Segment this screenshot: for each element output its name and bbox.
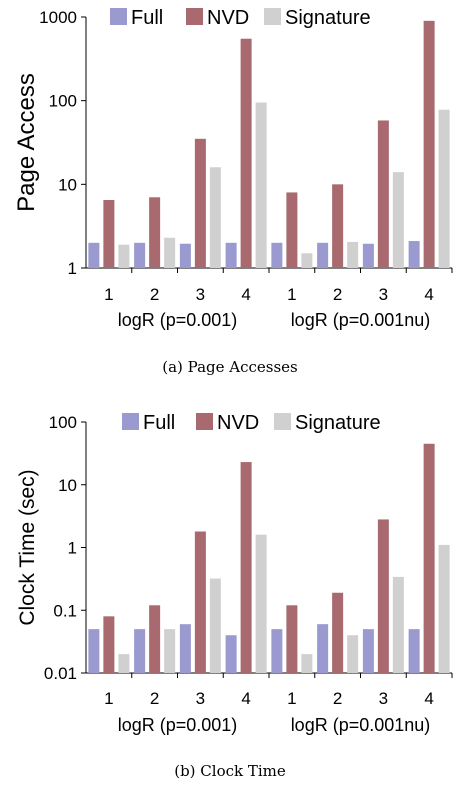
bar-signature-6 <box>347 241 359 268</box>
bar-nvd-6 <box>332 184 344 268</box>
x-tick-label: 1 <box>287 285 296 304</box>
bar-full-4 <box>225 635 237 673</box>
y-axis-label: Page Access <box>13 73 40 212</box>
legend-label-nvd: NVD <box>217 412 259 434</box>
bar-signature-5 <box>301 253 313 268</box>
legend-label-nvd: NVD <box>207 7 249 29</box>
y-tick-label: 10 <box>58 476 77 495</box>
bar-full-6 <box>317 624 329 673</box>
y-tick-label: 1 <box>68 539 77 558</box>
x-tick-label: 3 <box>379 285 388 304</box>
x-tick-label: 4 <box>424 285 433 304</box>
x-tick-label: 1 <box>104 285 113 304</box>
figure-caption: (b) Clock Time <box>174 762 286 780</box>
bar-signature-7 <box>392 576 404 673</box>
bar-nvd-7 <box>377 120 389 268</box>
figure-caption: (a) Page Accesses <box>162 358 298 376</box>
bar-full-2 <box>134 629 146 673</box>
x-tick-label: 3 <box>196 689 205 708</box>
bar-nvd-3 <box>194 531 206 673</box>
bar-full-6 <box>317 242 329 268</box>
legend-swatch-full <box>110 8 127 25</box>
x-tick-label: 4 <box>424 689 433 708</box>
x-tick-label: 2 <box>150 285 159 304</box>
bar-full-5 <box>271 242 283 268</box>
x-group-label: logR (p=0.001) <box>118 715 238 735</box>
bar-signature-1 <box>118 654 130 673</box>
y-tick-label: 0.01 <box>44 664 77 683</box>
x-tick-label: 2 <box>333 285 342 304</box>
bar-full-1 <box>88 629 100 673</box>
y-tick-label: 100 <box>49 92 77 111</box>
bar-nvd-2 <box>149 197 161 268</box>
bar-nvd-4 <box>240 38 252 268</box>
bar-signature-7 <box>392 172 404 268</box>
legend-label-full: Full <box>131 7 163 29</box>
x-tick-label: 2 <box>150 689 159 708</box>
bar-signature-2 <box>164 629 176 673</box>
bar-nvd-5 <box>286 192 298 268</box>
x-tick-label: 1 <box>287 689 296 708</box>
bar-signature-8 <box>438 544 450 673</box>
bar-full-8 <box>408 241 420 268</box>
bar-signature-2 <box>164 237 176 268</box>
bar-nvd-2 <box>149 605 161 673</box>
x-tick-label: 4 <box>241 285 250 304</box>
bar-nvd-1 <box>103 616 115 673</box>
legend-label-signature: Signature <box>285 7 371 29</box>
x-tick-label: 3 <box>379 689 388 708</box>
y-tick-label: 100 <box>49 413 77 432</box>
bar-nvd-6 <box>332 592 344 673</box>
legend-label-full: Full <box>143 412 175 434</box>
x-tick-label: 1 <box>104 689 113 708</box>
bar-nvd-3 <box>194 138 206 268</box>
bar-full-3 <box>179 624 191 673</box>
bar-nvd-7 <box>377 519 389 673</box>
bar-full-8 <box>408 629 420 673</box>
legend-swatch-nvd <box>196 413 213 430</box>
bar-full-5 <box>271 629 283 673</box>
bar-signature-8 <box>438 109 450 268</box>
bar-signature-4 <box>255 534 267 673</box>
legend-swatch-nvd <box>186 8 203 25</box>
bar-signature-3 <box>209 578 221 673</box>
x-tick-label: 3 <box>196 285 205 304</box>
y-tick-label: 1000 <box>39 8 77 27</box>
bar-nvd-5 <box>286 605 298 673</box>
x-tick-label: 4 <box>241 689 250 708</box>
bar-signature-1 <box>118 244 130 268</box>
x-tick-label: 2 <box>333 689 342 708</box>
bar-nvd-8 <box>423 20 435 269</box>
x-group-label: logR (p=0.001nu) <box>291 310 431 330</box>
bar-nvd-8 <box>423 443 435 673</box>
legend-label-signature: Signature <box>295 412 381 434</box>
legend-swatch-signature <box>264 8 281 25</box>
x-group-label: logR (p=0.001nu) <box>291 715 431 735</box>
bar-full-4 <box>225 242 237 268</box>
y-tick-label: 1 <box>68 259 77 278</box>
bar-signature-6 <box>347 635 359 673</box>
bar-full-7 <box>362 629 374 673</box>
bar-full-3 <box>179 243 191 268</box>
bar-signature-4 <box>255 102 267 268</box>
y-tick-label: 0.1 <box>53 601 77 620</box>
x-group-label: logR (p=0.001) <box>118 310 238 330</box>
bar-full-7 <box>362 243 374 268</box>
bar-nvd-1 <box>103 199 115 268</box>
y-axis-label: Clock Time (sec) <box>16 469 39 625</box>
legend-swatch-full <box>122 413 139 430</box>
bar-signature-5 <box>301 654 313 673</box>
legend-swatch-signature <box>274 413 291 430</box>
bar-nvd-4 <box>240 462 252 673</box>
bar-signature-3 <box>209 167 221 268</box>
bar-full-1 <box>88 242 100 268</box>
y-tick-label: 10 <box>58 175 77 194</box>
bar-full-2 <box>134 242 146 268</box>
